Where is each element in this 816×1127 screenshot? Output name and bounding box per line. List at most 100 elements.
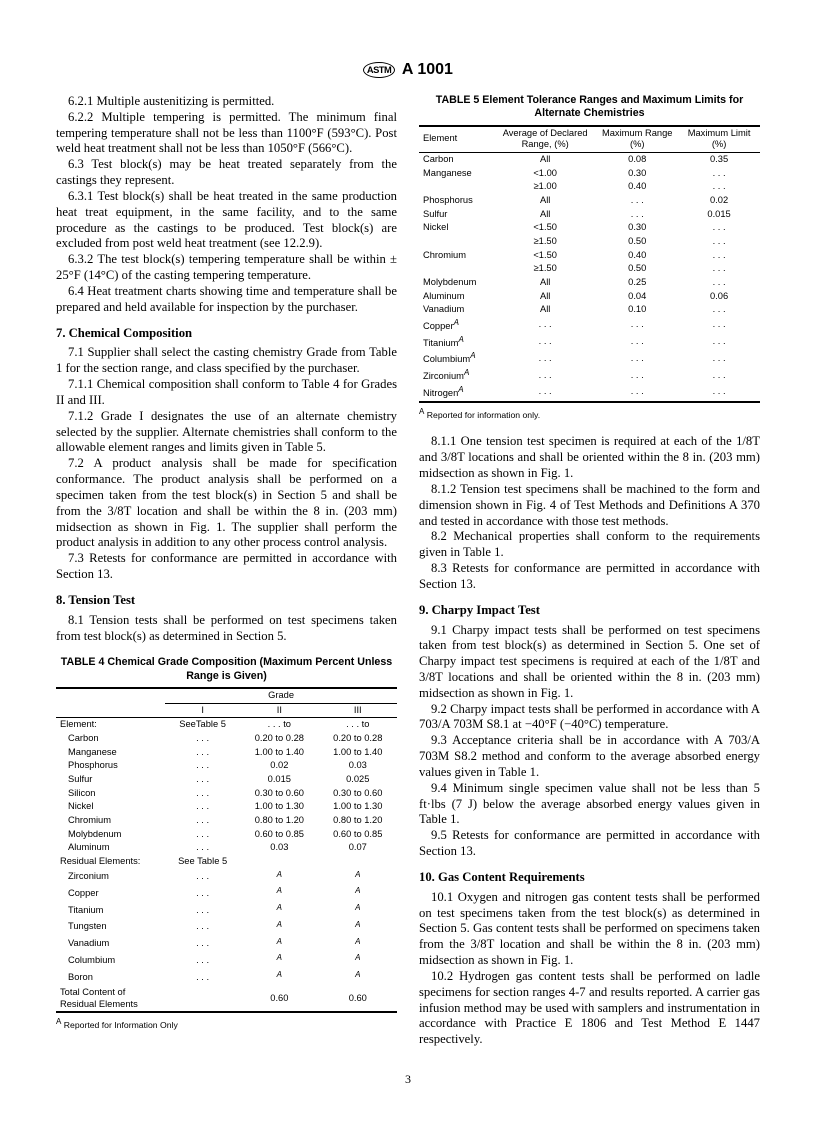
cell: ≥1.50 [494,262,596,276]
para-7-1-2: 7.1.2 Grade I designates the use of an a… [56,409,397,456]
cell: . . . [678,317,760,334]
table5: Element Average of Declared Range, (%) M… [419,125,760,403]
cell: 0.80 to 1.20 [240,814,318,828]
cell: A [240,936,318,953]
section-7-heading: 7. Chemical Composition [56,326,397,342]
cell: . . . [678,180,760,194]
cell: 0.02 [678,194,760,208]
table4-col-iii: III [319,703,397,718]
table-row: VanadiumAll0.10. . . [419,303,760,317]
cell: 0.03 [319,759,397,773]
table-row: SulfurAll. . .0.015 [419,208,760,222]
cell: 0.50 [596,235,678,249]
cell: Aluminum [56,841,165,855]
cell: . . . [678,249,760,263]
cell: A [240,919,318,936]
para-6-3-2: 6.3.2 The test block(s) tempering temper… [56,252,397,284]
cell: . . . [596,194,678,208]
cell: . . . [165,732,240,746]
cell: Copper [56,885,165,902]
cell: . . . [165,919,240,936]
para-6-3-1: 6.3.1 Test block(s) shall be heat treate… [56,189,397,252]
table4-caption: TABLE 4 Chemical Grade Composition (Maxi… [56,656,397,683]
cell: . . . [165,885,240,902]
para-7-3: 7.3 Retests for conformance are permitte… [56,551,397,583]
cell: . . . [678,384,760,401]
table-row: Titanium. . .AA [56,902,397,919]
table-row: Manganese<1.000.30. . . [419,167,760,181]
cell: . . . [165,969,240,986]
para-6-4: 6.4 Heat treatment charts showing time a… [56,284,397,316]
cell: . . . [165,759,240,773]
cell: Aluminum [419,290,494,304]
para-6-2-2: 6.2.2 Multiple tempering is permitted. T… [56,110,397,157]
cell: Vanadium [419,303,494,317]
astm-logo: ASTM [363,62,395,78]
cell: All [494,152,596,166]
table-row: Chromium. . .0.80 to 1.200.80 to 1.20 [56,814,397,828]
cell: 0.30 [596,221,678,235]
cell: . . . [165,773,240,787]
cell: ZirconiumA [419,367,494,384]
cell: 0.025 [319,773,397,787]
table-row: Carbon. . .0.20 to 0.280.20 to 0.28 [56,732,397,746]
cell: 0.015 [240,773,318,787]
cell: Molybdenum [419,276,494,290]
table-row: ≥1.000.40. . . [419,180,760,194]
cell: . . . [596,208,678,222]
cell: . . . [678,334,760,351]
cell: . . . [596,367,678,384]
para-7-1-1: 7.1.1 Chemical composition shall conform… [56,377,397,409]
cell: . . . [165,902,240,919]
section-8-heading: 8. Tension Test [56,593,397,609]
table5-h0: Element [419,126,494,153]
cell: ColumbiumA [419,350,494,367]
cell: Sulfur [419,208,494,222]
cell: . . . [596,350,678,367]
table-row: NitrogenA. . .. . .. . . [419,384,760,401]
cell: 0.25 [596,276,678,290]
cell: . . . [165,814,240,828]
table4-col-i: I [165,703,240,718]
table-row: TitaniumA. . .. . .. . . [419,334,760,351]
cell: A [319,902,397,919]
cell: . . . [678,367,760,384]
page-number: 3 [56,1072,760,1087]
table-row: AluminumAll0.040.06 [419,290,760,304]
cell: 0.40 [596,249,678,263]
table-row: ≥1.500.50. . . [419,235,760,249]
table-row: Aluminum. . .0.030.07 [56,841,397,855]
cell: 0.02 [240,759,318,773]
cell: 1.00 to 1.40 [319,746,397,760]
cell: All [494,208,596,222]
table-row: Nickel<1.500.30. . . [419,221,760,235]
cell: 0.07 [319,841,397,855]
table-row: Molybdenum. . .0.60 to 0.850.60 to 0.85 [56,828,397,842]
cell: A [319,936,397,953]
cell: Nickel [56,800,165,814]
cell: 1.00 to 1.40 [240,746,318,760]
cell: . . . [678,167,760,181]
cell: . . . [165,952,240,969]
table-row: CarbonAll0.080.35 [419,152,760,166]
cell: ≥1.50 [494,235,596,249]
cell: . . . [165,869,240,886]
para-8-1-2: 8.1.2 Tension test specimens shall be ma… [419,482,760,529]
cell: Nickel [419,221,494,235]
cell: A [240,969,318,986]
cell: . . . [165,828,240,842]
para-6-3: 6.3 Test block(s) may be heat treated se… [56,157,397,189]
cell: Carbon [56,732,165,746]
table4-see-table5b: See Table 5 [165,855,240,869]
table4-to-iii: . . . to [319,718,397,732]
cell: ≥1.00 [494,180,596,194]
cell: A [319,952,397,969]
section-9-heading: 9. Charpy Impact Test [419,603,760,619]
cell: 0.30 to 0.60 [240,787,318,801]
cell: 0.50 [596,262,678,276]
cell: 0.015 [678,208,760,222]
table5-h1: Average of Declared Range, (%) [494,126,596,153]
cell: . . . [678,235,760,249]
cell: Vanadium [56,936,165,953]
table4-residual-label: Residual Elements: [56,855,165,869]
